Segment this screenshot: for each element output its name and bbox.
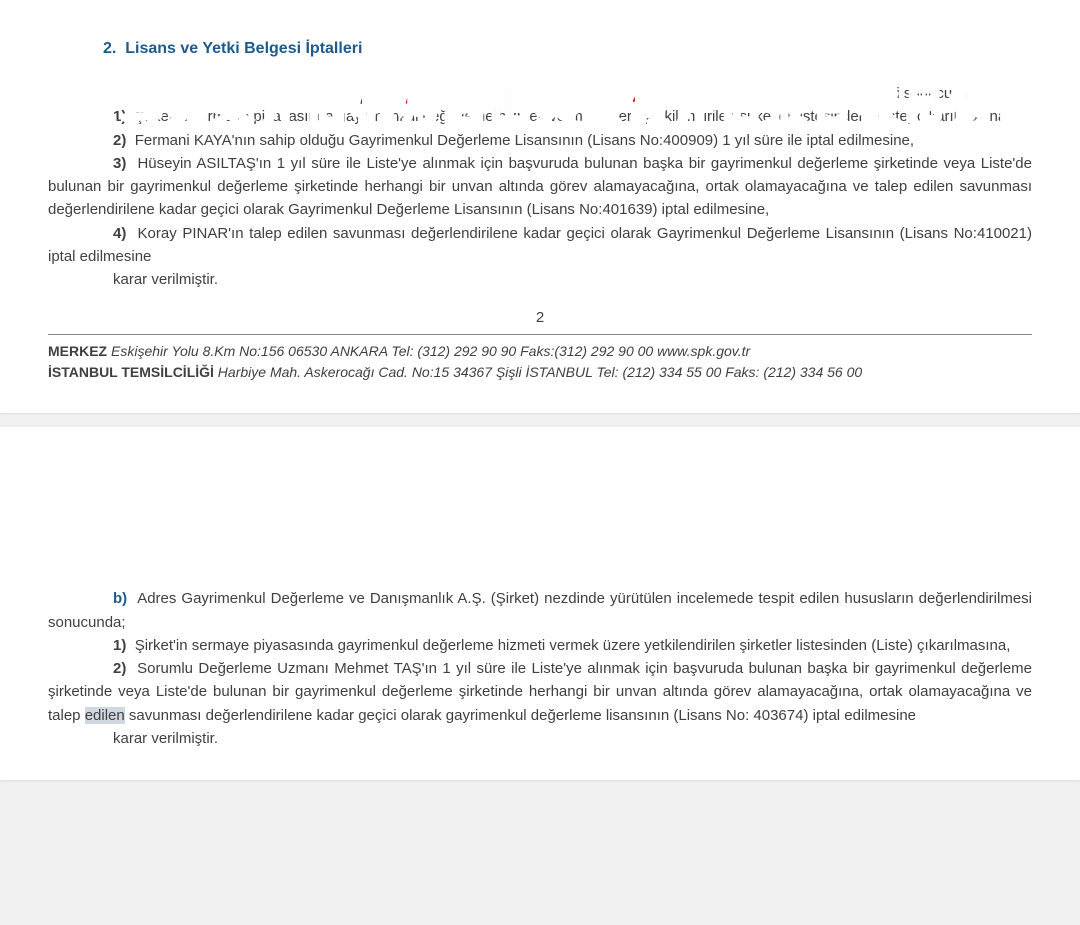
intro-tail-text: esi sonucunda; [881,85,982,102]
item-a3: 3) Hüseyin ASILTAŞ'ın 1 yıl süre ile Lis… [48,152,1032,222]
footer-merkez-label: MERKEZ [48,343,107,359]
footer-rule [48,334,1032,335]
item-a4-text: Koray PINAR'ın talep edilen savunması de… [48,225,1032,265]
section-heading: 2. Lisans ve Yetki Belgesi İptalleri [103,40,1032,58]
footer-line-2: İSTANBUL TEMSİLCİLİĞİ Harbiye Mah. Asker… [48,362,1032,383]
section-number: 2. [103,40,116,57]
item-b2-after: savunması değerlendirilene kadar geçici … [125,707,916,724]
item-b2: 2) Sorumlu Değerleme Uzmanı Mehmet TAŞ'ı… [48,657,1032,727]
closing-a: karar verilmiştir. [48,268,1032,291]
item-b2-highlight: edilen [85,707,125,724]
closing-b: karar verilmiştir. [48,727,1032,750]
b-marker: b) [113,590,127,607]
page-number: 2 [48,309,1032,326]
intro-tail: xxxxxxxxxxxxxxxxxxxxxxxxxxxxxxxxxxxxxxxx… [48,82,1032,105]
item-b1-text: Şirket'in sermaye piyasasında gayrimenku… [135,637,1011,654]
footer-line-1: MERKEZ Eskişehir Yolu 8.Km No:156 06530 … [48,341,1032,362]
footer-merkez-rest: Eskişehir Yolu 8.Km No:156 06530 ANKARA … [107,343,750,359]
document-page-2: b) Adres Gayrimenkul Değerleme ve Danışm… [0,427,1080,780]
b-intro-text: Adres Gayrimenkul Değerleme ve Danışmanl… [48,590,1032,630]
footer-block: MERKEZ Eskişehir Yolu 8.Km No:156 06530 … [48,341,1032,383]
section-title: Lisans ve Yetki Belgesi İptalleri [125,40,362,57]
item-a4: 4) Koray PINAR'ın talep edilen savunması… [48,222,1032,269]
item-a3-text: Hüseyin ASILTAŞ'ın 1 yıl süre ile Liste'… [48,155,1032,219]
item-a2-text: Fermani KAYA'nın sahip olduğu Gayrimenku… [135,132,914,149]
item-b-intro: b) Adres Gayrimenkul Değerleme ve Danışm… [48,587,1032,634]
footer-istanbul-label: İSTANBUL TEMSİLCİLİĞİ [48,364,214,380]
item-a1-text: Şirket'in sermaye piyasasında gayrimenku… [135,108,1011,125]
item-a1: 1) Şirket'in sermaye piyasasında gayrime… [48,105,1032,128]
item-a2: 2) Fermani KAYA'nın sahip olduğu Gayrime… [48,129,1032,152]
footer-istanbul-rest: Harbiye Mah. Askerocağı Cad. No:15 34367… [214,364,862,380]
item-b1: 1) Şirket'in sermaye piyasasında gayrime… [48,634,1032,657]
document-page-1: 2. Lisans ve Yetki Belgesi İptalleri 土耳其… [0,0,1080,413]
